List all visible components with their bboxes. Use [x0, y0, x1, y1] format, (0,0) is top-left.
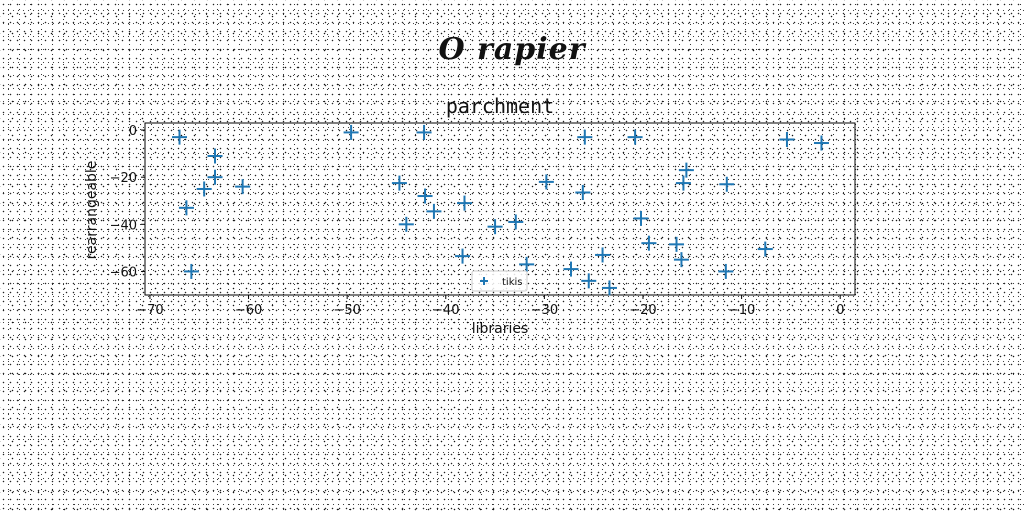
x-axis-label: libraries — [471, 321, 529, 337]
data-point — [718, 263, 734, 279]
data-point — [417, 188, 433, 204]
chart-title: parchment — [445, 94, 555, 118]
y-tick-label: −60 — [110, 265, 137, 280]
figure-suptitle: O rapier — [438, 32, 586, 67]
data-point — [426, 203, 442, 219]
x-tick-label: −70 — [136, 303, 163, 318]
data-point — [172, 129, 188, 145]
y-tick-label: −40 — [110, 218, 137, 233]
legend-box — [471, 270, 528, 292]
data-point — [538, 174, 554, 190]
y-tick-label: −20 — [110, 171, 137, 186]
data-point — [196, 181, 212, 197]
data-point — [581, 273, 597, 289]
data-point — [627, 129, 643, 145]
y-tick-label: 0 — [129, 124, 137, 139]
x-tick-label: −40 — [432, 303, 459, 318]
data-point — [398, 216, 414, 232]
x-tick-label: −50 — [333, 303, 360, 318]
data-point — [508, 214, 524, 230]
x-tick-label: −60 — [235, 303, 262, 318]
data-point — [487, 219, 503, 235]
data-point — [519, 256, 535, 272]
data-point — [641, 235, 657, 251]
data-point — [343, 124, 359, 140]
data-point — [575, 185, 591, 201]
data-point — [207, 148, 223, 164]
data-point — [416, 124, 432, 140]
data-point — [563, 261, 579, 277]
legend-label: tikis — [502, 277, 522, 288]
data-point — [178, 200, 194, 216]
data-point — [183, 263, 199, 279]
data-point — [577, 129, 593, 145]
data-point — [455, 248, 471, 264]
data-point — [633, 210, 649, 226]
legend-marker — [480, 277, 488, 285]
data-point — [669, 236, 685, 252]
data-point — [391, 175, 407, 191]
data-point — [601, 280, 617, 296]
plot-frame — [144, 122, 856, 296]
data-point — [813, 135, 829, 151]
data-point — [675, 175, 691, 191]
data-point — [207, 169, 223, 185]
x-tick-label: −10 — [728, 303, 755, 318]
data-point — [457, 195, 472, 211]
x-tick-label: −20 — [629, 303, 656, 318]
x-tick-label: 0 — [836, 303, 844, 318]
data-point — [678, 162, 694, 178]
x-tick-label: −30 — [531, 303, 558, 318]
data-point — [673, 252, 689, 268]
data-point — [719, 176, 735, 192]
data-point — [779, 131, 795, 147]
data-point — [595, 247, 611, 263]
data-point — [757, 241, 773, 257]
data-point — [235, 179, 251, 195]
